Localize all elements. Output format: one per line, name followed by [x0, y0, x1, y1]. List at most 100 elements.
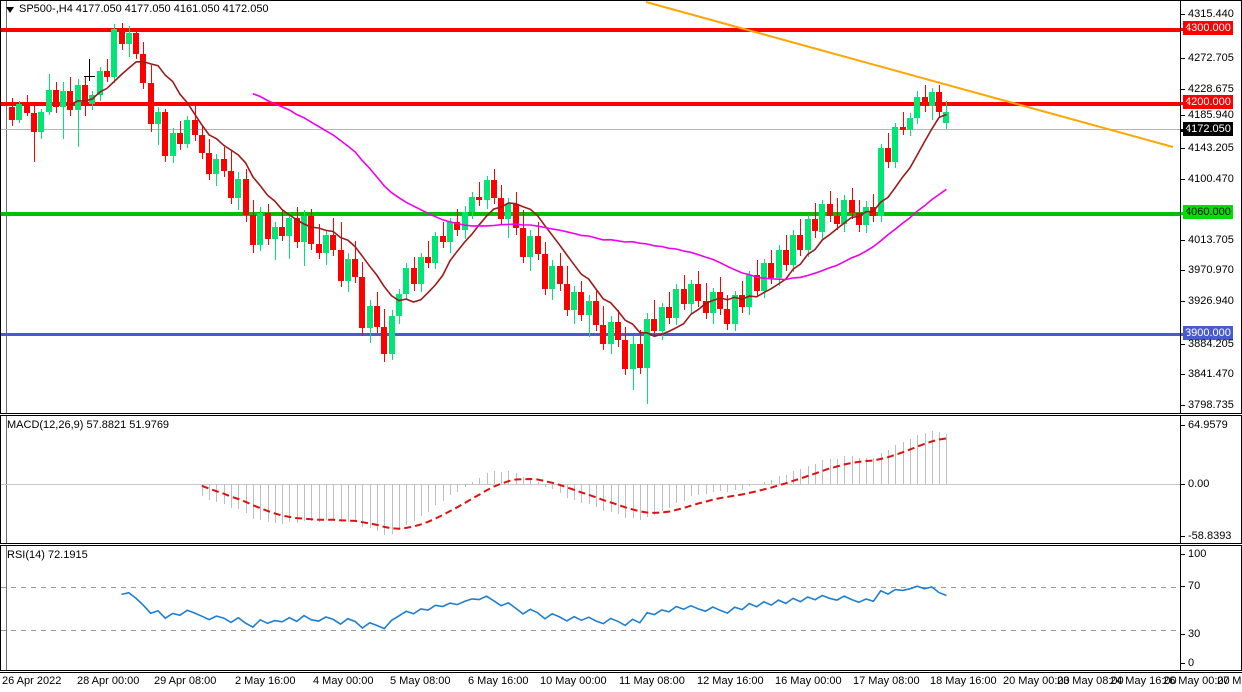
candle-body[interactable]	[96, 71, 103, 96]
candle-body[interactable]	[461, 211, 468, 230]
candle-body[interactable]	[914, 96, 921, 118]
candle-body[interactable]	[162, 111, 169, 156]
candle-body[interactable]	[16, 104, 23, 120]
candle-body[interactable]	[644, 319, 651, 368]
candle-body[interactable]	[812, 219, 818, 232]
candle-body[interactable]	[308, 216, 315, 244]
candle-body[interactable]	[636, 343, 643, 368]
candle-body[interactable]	[629, 343, 636, 370]
candle-body[interactable]	[863, 207, 870, 226]
candle-body[interactable]	[527, 236, 534, 258]
candle-body[interactable]	[760, 263, 767, 291]
candle-body[interactable]	[936, 92, 943, 112]
candle-body[interactable]	[739, 295, 745, 308]
candle-body[interactable]	[9, 107, 15, 120]
candle-body[interactable]	[731, 295, 738, 324]
candle-body[interactable]	[746, 275, 753, 308]
trendline[interactable]	[645, 1, 1174, 148]
candle-body[interactable]	[709, 292, 716, 314]
candle-body[interactable]	[687, 284, 694, 305]
candle-body[interactable]	[848, 199, 855, 214]
candle-body[interactable]	[169, 133, 176, 156]
candle-body[interactable]	[775, 249, 782, 279]
candle-body[interactable]	[790, 234, 797, 265]
candle-body[interactable]	[673, 289, 680, 318]
candle-body[interactable]	[374, 305, 380, 327]
candle-body[interactable]	[395, 293, 402, 317]
candle-body[interactable]	[228, 170, 234, 199]
candle-body[interactable]	[753, 275, 760, 291]
candle-body[interactable]	[549, 266, 556, 289]
price-level-label[interactable]: 3900.000	[1183, 326, 1233, 340]
candle-body[interactable]	[614, 322, 621, 341]
candle-body[interactable]	[191, 119, 198, 135]
candle-body[interactable]	[702, 301, 709, 314]
price-chart-panel[interactable]: SP500-,H4 4177.050 4177.050 4161.050 417…	[0, 0, 1242, 414]
candle-body[interactable]	[52, 90, 59, 108]
candle-body[interactable]	[147, 83, 154, 125]
candle-body[interactable]	[885, 148, 891, 162]
level-line-current-price[interactable]	[1, 129, 1181, 130]
candle-body[interactable]	[213, 158, 220, 174]
level-line-resistance-4200[interactable]	[1, 102, 1181, 106]
price-level-label[interactable]: 4300.000	[1183, 21, 1233, 35]
candle-body[interactable]	[432, 236, 439, 264]
candle-body[interactable]	[388, 316, 395, 355]
candle-body[interactable]	[585, 301, 592, 315]
candle-body[interactable]	[439, 236, 446, 243]
candle-body[interactable]	[286, 217, 293, 237]
candle-body[interactable]	[666, 307, 672, 318]
candle-body[interactable]	[877, 148, 884, 217]
candle-body[interactable]	[804, 219, 811, 250]
candle-body[interactable]	[593, 301, 599, 326]
candle-body[interactable]	[571, 292, 578, 311]
candle-body[interactable]	[301, 216, 307, 243]
candle-body[interactable]	[271, 226, 278, 240]
candle-body[interactable]	[534, 236, 541, 255]
candle-body[interactable]	[103, 71, 110, 78]
candle-body[interactable]	[140, 54, 147, 84]
candle-body[interactable]	[928, 92, 935, 106]
candle-body[interactable]	[417, 257, 424, 285]
candle-body[interactable]	[125, 33, 132, 44]
candle-body[interactable]	[833, 216, 840, 224]
candle-body[interactable]	[23, 104, 30, 113]
macd-axis[interactable]: 64.9579 0.00 -58.8393	[1180, 416, 1241, 543]
candle-body[interactable]	[133, 33, 140, 55]
candle-body[interactable]	[359, 276, 366, 329]
candle-body[interactable]	[819, 204, 826, 232]
candle-body[interactable]	[155, 111, 161, 125]
candle-body[interactable]	[60, 90, 67, 108]
candle-body[interactable]	[556, 266, 563, 285]
candle-body[interactable]	[176, 133, 183, 144]
candle-body[interactable]	[330, 234, 337, 250]
candle-body[interactable]	[943, 111, 950, 123]
candle-body[interactable]	[476, 196, 483, 200]
chart-left-scrollbar[interactable]	[1, 1, 7, 413]
rsi-axis[interactable]: 100 70 30 0	[1180, 546, 1241, 670]
candle-body[interactable]	[490, 180, 497, 199]
candle-body[interactable]	[111, 28, 118, 78]
candle-body[interactable]	[921, 96, 928, 106]
candle-body[interactable]	[89, 95, 96, 105]
candle-body[interactable]	[717, 292, 724, 309]
candle-body[interactable]	[30, 112, 37, 132]
candle-body[interactable]	[118, 28, 125, 44]
candle-body[interactable]	[855, 213, 862, 226]
candle-body[interactable]	[242, 178, 249, 215]
candle-body[interactable]	[410, 267, 417, 285]
candle-body[interactable]	[337, 249, 344, 282]
candle-body[interactable]	[264, 213, 271, 240]
rsi-plot-area[interactable]	[1, 546, 1181, 670]
candle-body[interactable]	[768, 263, 775, 279]
price-level-label[interactable]: 4172.050	[1183, 122, 1233, 136]
candle-body[interactable]	[45, 90, 52, 112]
level-line-support-4060[interactable]	[1, 212, 1181, 216]
level-line-resistance-4300[interactable]	[1, 28, 1181, 32]
candle-body[interactable]	[797, 234, 804, 250]
candle-body[interactable]	[220, 158, 227, 171]
candle-body[interactable]	[600, 325, 607, 344]
candle-body[interactable]	[322, 234, 329, 253]
candle-body[interactable]	[352, 258, 359, 277]
rsi-panel[interactable]: RSI(14) 72.1915 100 70 30 0	[0, 545, 1242, 671]
